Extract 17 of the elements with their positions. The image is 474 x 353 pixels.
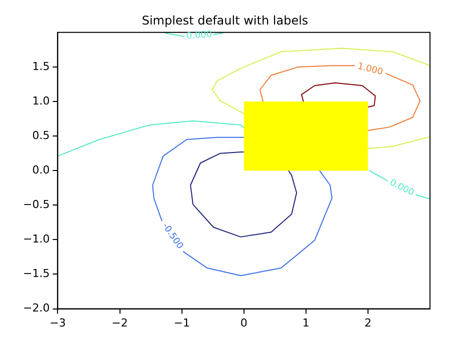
x-tick-label: −1 bbox=[174, 316, 190, 330]
y-tick-label: 1.5 bbox=[32, 60, 50, 73]
x-tick-label: 1 bbox=[302, 316, 310, 330]
x-tick-label: 0 bbox=[240, 316, 248, 330]
y-tick-label: −1.5 bbox=[22, 267, 50, 280]
annotation: 0.000 bbox=[186, 30, 213, 42]
x-tick-label: −3 bbox=[50, 316, 66, 330]
y-tick-label: 0.0 bbox=[32, 163, 50, 176]
y-tick-label: −1.0 bbox=[22, 232, 50, 246]
x-tick-label: −2 bbox=[112, 316, 128, 330]
y-tick-label: −2.0 bbox=[22, 302, 50, 315]
chart-title: Simplest default with labels bbox=[142, 13, 308, 28]
annotation: 1.000 bbox=[356, 62, 384, 78]
x-tick-label: 2 bbox=[364, 316, 372, 330]
y-tick-label: 0.5 bbox=[32, 128, 50, 142]
y-tick-label: −0.5 bbox=[22, 198, 50, 212]
y-tick-label: 1.0 bbox=[32, 94, 50, 108]
